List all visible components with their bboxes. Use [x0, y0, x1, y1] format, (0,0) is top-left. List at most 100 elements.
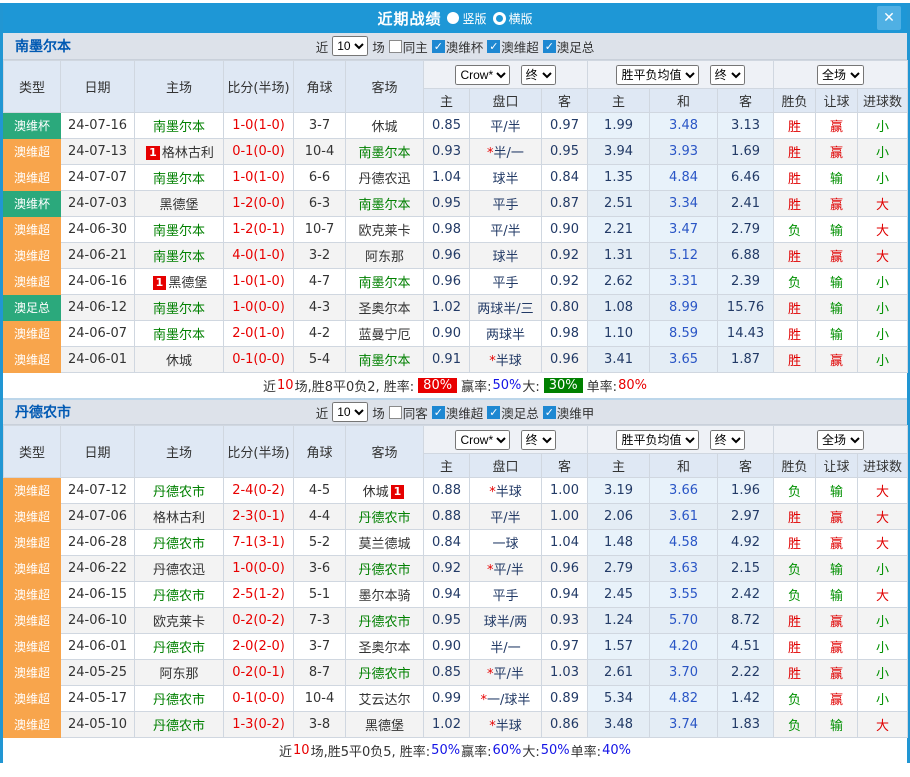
scope-select[interactable]: 全场	[817, 65, 864, 85]
handicap-result-cell: 输	[816, 165, 858, 191]
odds-company-select[interactable]: Crow*	[455, 65, 510, 85]
handicap-result-cell: 输	[816, 321, 858, 347]
checkbox-checked-icon[interactable]	[487, 40, 500, 53]
avg-select[interactable]: 胜平负均值	[616, 65, 699, 85]
odds-home-cell: 0.88	[424, 504, 470, 530]
recent-results-dialog: 近期战绩 竖版 横版 ✕ 南墨尔本 近 10 场 同主 澳维杯 澳维超 澳足总	[0, 3, 910, 763]
checkbox-checked-icon[interactable]	[487, 406, 500, 419]
odds-home-cell: 0.84	[424, 530, 470, 556]
odds-home-cell: 0.98	[424, 217, 470, 243]
home-team-cell: 南墨尔本	[135, 321, 224, 347]
col-avg-draw: 和	[650, 89, 718, 113]
summary-part: 60%	[492, 743, 521, 758]
match-count-select[interactable]: 10	[332, 36, 368, 56]
avg-home-cell: 3.48	[588, 712, 650, 738]
view-option-horizontal[interactable]: 横版	[493, 10, 533, 27]
radio-unselected-icon[interactable]	[493, 12, 506, 25]
goals-cell: 大	[858, 243, 908, 269]
avg-home-cell: 2.62	[588, 269, 650, 295]
league-checkbox-1[interactable]: 澳足总	[487, 403, 539, 422]
avg-away-cell: 6.46	[718, 165, 774, 191]
handicap-result-cell: 赢	[816, 660, 858, 686]
handicap-result-cell: 赢	[816, 504, 858, 530]
avg-draw-cell: 5.12	[650, 243, 718, 269]
handicap-result-cell: 输	[816, 556, 858, 582]
match-count-select[interactable]: 10	[332, 402, 368, 422]
checkbox-checked-icon[interactable]	[543, 406, 556, 419]
league-checkbox-1[interactable]: 澳维超	[487, 37, 539, 56]
odds-state-select[interactable]: 终	[521, 65, 556, 85]
col-away: 客场	[346, 426, 424, 478]
avg-group: 胜平负均值 终	[588, 426, 774, 454]
away-team-cell: 欧克莱卡	[346, 217, 424, 243]
avg-away-cell: 2.41	[718, 191, 774, 217]
same-venue-checkbox[interactable]: 同客	[389, 403, 428, 422]
odds-state-select[interactable]: 终	[521, 430, 556, 450]
away-team-cell: 艾云达尔	[346, 686, 424, 712]
avg-home-cell: 2.06	[588, 504, 650, 530]
handicap-result-cell: 输	[816, 295, 858, 321]
view-option-horizontal-label: 横版	[509, 10, 533, 27]
same-venue-checkbox[interactable]: 同主	[389, 37, 428, 56]
col-odds-home: 主	[424, 454, 470, 478]
checkbox-unchecked-icon[interactable]	[389, 40, 402, 53]
league-checkbox-2[interactable]: 澳维甲	[543, 403, 595, 422]
checkbox-unchecked-icon[interactable]	[389, 406, 402, 419]
view-option-vertical[interactable]: 竖版	[447, 10, 486, 27]
col-avg-home: 主	[588, 454, 650, 478]
score-cell: 1-3(0-2)	[224, 712, 294, 738]
league-checkbox-2[interactable]: 澳足总	[543, 37, 595, 56]
away-team-cell: 蓝曼宁厄	[346, 321, 424, 347]
section-header-home-team: 南墨尔本 近 10 场 同主 澳维杯 澳维超 澳足总	[3, 33, 907, 60]
handicap-result-cell: 输	[816, 478, 858, 504]
score-cell: 4-0(1-0)	[224, 243, 294, 269]
home-team-cell: 南墨尔本	[135, 113, 224, 139]
summary-part: 10	[293, 743, 310, 758]
type-badge: 澳维超	[4, 217, 61, 243]
league-checkbox-0[interactable]: 澳维杯	[432, 37, 484, 56]
corner-cell: 5-2	[294, 530, 346, 556]
odds-away-cell: 0.92	[542, 269, 588, 295]
avg-state-select[interactable]: 终	[710, 65, 745, 85]
avg-draw-cell: 4.58	[650, 530, 718, 556]
odds-away-cell: 1.00	[542, 478, 588, 504]
match-row: 澳维超24-06-22丹德农迅1-0(0-0)3-6丹德农市0.92*平/半0.…	[4, 556, 908, 582]
filter-bar: 近 10 场 同主 澳维杯 澳维超 澳足总	[316, 36, 595, 56]
result-cell: 负	[774, 478, 816, 504]
radio-selected-icon[interactable]	[447, 12, 459, 24]
checkbox-checked-icon[interactable]	[432, 406, 445, 419]
match-row: 澳维超24-05-10丹德农市1-3(0-2)3-8黑德堡1.02*半球0.86…	[4, 712, 908, 738]
odds-away-cell: 0.92	[542, 243, 588, 269]
score-cell: 2-0(1-0)	[224, 321, 294, 347]
avg-state-select[interactable]: 终	[710, 430, 745, 450]
summary-part: 50%	[541, 743, 570, 758]
col-avg-home: 主	[588, 89, 650, 113]
home-team-cell: 南墨尔本	[135, 165, 224, 191]
avg-draw-cell: 4.82	[650, 686, 718, 712]
type-badge: 澳维超	[4, 478, 61, 504]
scope-select[interactable]: 全场	[817, 430, 864, 450]
type-badge: 澳维超	[4, 712, 61, 738]
date-cell: 24-06-22	[61, 556, 135, 582]
goals-cell: 大	[858, 582, 908, 608]
avg-away-cell: 8.72	[718, 608, 774, 634]
near-label: 近	[316, 37, 329, 56]
checkbox-checked-icon[interactable]	[432, 40, 445, 53]
avg-select[interactable]: 胜平负均值	[616, 430, 699, 450]
home-team-cell: 丹德农市	[135, 712, 224, 738]
type-badge: 澳维超	[4, 530, 61, 556]
goals-cell: 小	[858, 295, 908, 321]
odds-company-select[interactable]: Crow*	[455, 430, 510, 450]
goals-cell: 小	[858, 634, 908, 660]
result-cell: 胜	[774, 113, 816, 139]
score-cell: 1-0(1-0)	[224, 165, 294, 191]
checkbox-checked-icon[interactable]	[543, 40, 556, 53]
handicap-result-cell: 赢	[816, 139, 858, 165]
date-cell: 24-06-21	[61, 243, 135, 269]
close-icon[interactable]: ✕	[877, 6, 901, 30]
avg-home-cell: 1.99	[588, 113, 650, 139]
summary-away-team: 近10场,胜5平0负5, 胜率:50% 赢率:60% 大:50% 单率:40%	[3, 738, 907, 763]
league-checkbox-0[interactable]: 澳维超	[432, 403, 484, 422]
same-venue-label: 同客	[403, 403, 428, 422]
goals-cell: 大	[858, 478, 908, 504]
